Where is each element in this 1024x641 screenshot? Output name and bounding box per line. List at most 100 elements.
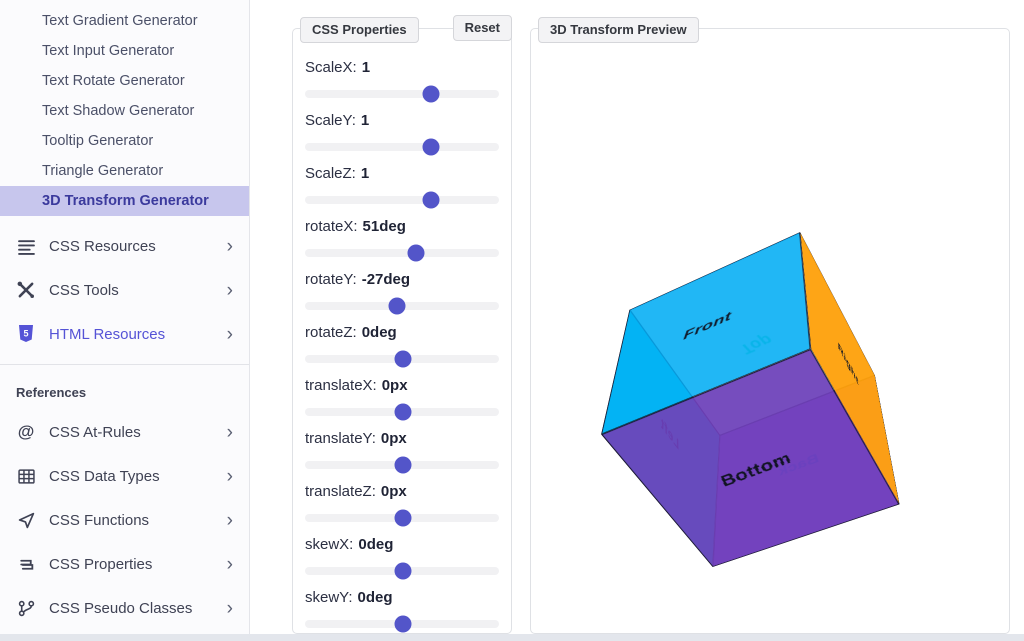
slider-value: 0px [381, 377, 408, 394]
rotatez-slider-thumb[interactable] [394, 350, 412, 368]
references-header: References [16, 385, 87, 400]
slider-list: ScaleX: 1 ScaleY: 1 ScaleZ: 1 rotateX: 51deg… [293, 29, 511, 633]
sidebar-item-css-at-rules[interactable]: @ CSS At-Rules › [0, 410, 249, 454]
slider-label: rotateZ: [305, 324, 357, 341]
table-icon [16, 466, 36, 486]
skewx-slider[interactable] [305, 562, 499, 580]
chevron-right-icon: › [226, 597, 233, 619]
translatey-slider-thumb[interactable] [394, 456, 412, 474]
cube-preview: Front Back Right Left Top Bottom [531, 29, 1009, 633]
cube-scene: Front Back Right Left Top Bottom [601, 232, 900, 568]
scaley-slider-thumb[interactable] [422, 138, 440, 156]
sidebar-item-css-properties[interactable]: CSS Properties › [0, 542, 249, 586]
reset-button[interactable]: Reset [452, 15, 512, 41]
slider-value: 1 [360, 112, 370, 129]
scalex-slider[interactable] [305, 85, 499, 103]
scalez-slider-thumb[interactable] [422, 191, 440, 209]
rotatey-slider-thumb[interactable] [388, 297, 406, 315]
slider-label: rotateY: [305, 271, 357, 288]
slider-label: translateZ: [305, 483, 376, 500]
translatez-slider-thumb[interactable] [394, 509, 412, 527]
rotatey-slider[interactable] [305, 297, 499, 315]
sidebar-item-text-gradient-generator[interactable]: Text Gradient Generator [42, 13, 198, 29]
chevron-right-icon: › [226, 323, 233, 345]
skewy-slider-thumb[interactable] [394, 615, 412, 633]
sidebar-item-label: CSS At-Rules [49, 423, 141, 441]
chevron-right-icon: › [226, 553, 233, 575]
sidebar-item-css-pseudo-classes[interactable]: CSS Pseudo Classes › [0, 586, 249, 630]
brackets-icon [16, 554, 36, 574]
scalez-slider[interactable] [305, 191, 499, 209]
sidebar-item-label: CSS Data Types [49, 467, 160, 485]
sidebar-item-label: CSS Tools [49, 281, 119, 299]
sidebar-item-label: CSS Resources [49, 237, 156, 255]
skewy-slider[interactable] [305, 615, 499, 633]
slider-value: 0deg [357, 589, 393, 606]
chevron-right-icon: › [226, 421, 233, 443]
slider-value: 0px [380, 430, 407, 447]
svg-text:5: 5 [23, 329, 28, 339]
cube: Front Back Right Left Top Bottom [601, 232, 900, 568]
sidebar-item-label: CSS Pseudo Classes [49, 599, 193, 617]
at-icon: @ [17, 422, 35, 441]
sidebar-item-css-functions[interactable]: CSS Functions › [0, 498, 249, 542]
translatez-slider[interactable] [305, 509, 499, 527]
slider-label: ScaleX: [305, 59, 357, 76]
function-icon [16, 510, 36, 530]
branch-icon [16, 598, 36, 618]
chevron-right-icon: › [226, 509, 233, 531]
css-properties-panel: CSS Properties Reset ScaleX: 1 ScaleY: 1 S… [292, 15, 512, 634]
sidebar-item-html-resources[interactable]: 5 HTML Resources › [0, 312, 249, 356]
references-list: @ CSS At-Rules › CSS Data Types › CSS Fu… [0, 410, 249, 630]
chevron-right-icon: › [226, 465, 233, 487]
slider-value: 51deg [362, 218, 406, 235]
sidebar-item-label: HTML Resources [49, 325, 166, 343]
slider-label: translateX: [305, 377, 377, 394]
cube-face-label: Bottom [716, 449, 796, 491]
sidebar-divider [0, 364, 249, 365]
cube-face-label: Front [682, 309, 732, 343]
translatex-slider-thumb[interactable] [394, 403, 412, 421]
list-icon [16, 236, 36, 256]
slider-value: 1 [361, 59, 371, 76]
skewx-slider-thumb[interactable] [394, 562, 412, 580]
sidebar-item-3d-transform-generator[interactable]: 3D Transform Generator [0, 186, 249, 216]
sidebar-item-css-data-types[interactable]: CSS Data Types › [0, 454, 249, 498]
preview-panel: 3D Transform Preview Front Back Right Le… [530, 17, 1010, 634]
rotatex-slider-thumb[interactable] [407, 244, 425, 262]
translatex-slider[interactable] [305, 403, 499, 421]
rotatez-slider[interactable] [305, 350, 499, 368]
generator-list: Text Gradient Generator Text Input Gener… [0, 6, 249, 216]
sidebar-item-text-rotate-generator[interactable]: Text Rotate Generator [42, 73, 185, 89]
scaley-slider[interactable] [305, 138, 499, 156]
slider-label: rotateX: [305, 218, 358, 235]
sidebar-item-triangle-generator[interactable]: Triangle Generator [42, 163, 164, 179]
slider-value: 0px [380, 483, 407, 500]
slider-value: 0deg [358, 536, 394, 553]
sidebar-item-css-resources[interactable]: CSS Resources › [0, 224, 249, 268]
sidebar-item-label: CSS Functions [49, 511, 150, 529]
slider-label: skewY: [305, 589, 353, 606]
scalex-slider-thumb[interactable] [422, 85, 440, 103]
slider-value: 0deg [361, 324, 397, 341]
chevron-right-icon: › [226, 279, 233, 301]
tools-icon [16, 280, 36, 300]
translatey-slider[interactable] [305, 456, 499, 474]
slider-label: translateY: [305, 430, 376, 447]
slider-label: ScaleZ: [305, 165, 356, 182]
sidebar-item-label: CSS Properties [49, 555, 153, 573]
slider-label: skewX: [305, 536, 354, 553]
slider-label: ScaleY: [305, 112, 356, 129]
footer-strip [0, 634, 1024, 641]
sidebar-item-css-tools[interactable]: CSS Tools › [0, 268, 249, 312]
rotatex-slider[interactable] [305, 244, 499, 262]
sidebar-item-text-input-generator[interactable]: Text Input Generator [42, 43, 175, 59]
slider-value: 1 [360, 165, 370, 182]
sidebar-item-text-shadow-generator[interactable]: Text Shadow Generator [42, 103, 195, 119]
preview-panel-title: 3D Transform Preview [538, 17, 699, 43]
chevron-right-icon: › [226, 235, 233, 257]
slider-value: -27deg [361, 271, 411, 288]
sidebar-item-tooltip-generator[interactable]: Tooltip Generator [42, 133, 154, 149]
css-properties-panel-title: CSS Properties [300, 17, 419, 43]
sidebar: Text Gradient Generator Text Input Gener… [0, 0, 250, 634]
